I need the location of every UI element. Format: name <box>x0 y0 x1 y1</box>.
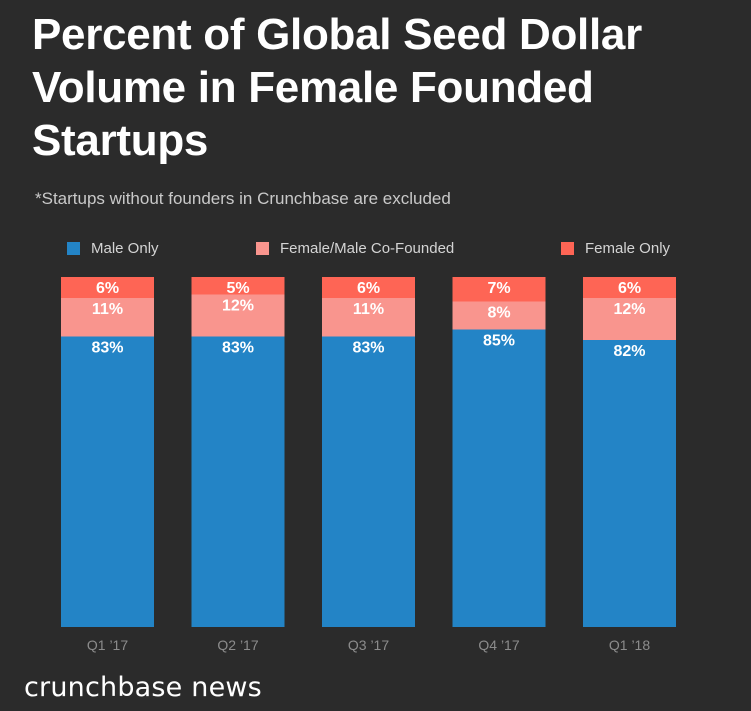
data-label-female-only-q1-18: 6% <box>618 280 641 297</box>
bar-segment-male-only-q2-17 <box>191 336 285 627</box>
data-label-female-male-co-founded-q1-17: 11% <box>92 301 123 318</box>
bar-group-q4-17: 85% 8% 7% <box>452 277 546 627</box>
bar-segment-female-only-q1-18 <box>583 277 676 298</box>
data-label-female-male-co-founded-q3-17: 11% <box>353 301 384 318</box>
data-label-female-only-q2-17: 5% <box>226 280 249 297</box>
bar-segment-male-only-q3-17 <box>322 336 415 627</box>
bar-segment-female-only-q2-17 <box>191 277 285 295</box>
data-label-male-only-q4-17: 85% <box>483 333 515 350</box>
data-label-male-only-q1-18: 82% <box>613 343 645 360</box>
bar-group-q2-17: 83% 12%5% <box>191 277 285 627</box>
data-label-male-only-q1-17: 83% <box>91 340 123 357</box>
legend-item-co-founded: Female/Male Co-Founded <box>256 238 454 258</box>
bar-segment-female-male-co-founded-q2-17 <box>191 294 285 337</box>
x-tick-label-q4-17: Q4 ’17 <box>478 637 519 653</box>
legend-swatch-male-only <box>67 241 80 255</box>
x-tick-label-q1-17: Q1 ’17 <box>87 637 128 653</box>
legend-item-female-only: Female Only <box>561 238 670 258</box>
bar-segment-male-only-q4-17 <box>452 329 546 627</box>
data-label-female-male-co-founded-q1-18: 12% <box>613 301 645 318</box>
bar-segment-female-male-co-founded-q4-17 <box>452 301 546 330</box>
data-label-female-only-q4-17: 7% <box>487 280 510 297</box>
bar-segment-female-male-co-founded-q1-18 <box>583 298 676 340</box>
legend-label-co-founded: Female/Male Co-Founded <box>280 239 455 257</box>
data-label-male-only-q2-17: 83% <box>222 340 254 357</box>
legend-label-male-only: Male Only <box>91 239 159 257</box>
bar-segment-female-only-q4-17 <box>452 277 546 302</box>
bar-segment-male-only-q1-17 <box>61 336 154 627</box>
legend-item-male-only: Male Only <box>67 238 159 258</box>
crunchbase-news-logo: crunchbase news <box>24 672 262 703</box>
chart-subtitle: *Startups without founders in Crunchbase… <box>35 189 451 208</box>
bar-segment-female-only-q1-17 <box>61 277 154 298</box>
bar-segment-male-only-q1-18 <box>583 340 676 627</box>
legend-swatch-co-founded <box>256 241 269 255</box>
data-label-male-only-q3-17: 83% <box>352 340 384 357</box>
bar-segment-female-male-co-founded-q1-17 <box>61 298 154 337</box>
x-tick-label-q1-18: Q1 ’18 <box>609 637 650 653</box>
x-tick-label-q2-17: Q2 ’17 <box>217 637 258 653</box>
bar-group-q1-17: 83% 11% 6% <box>61 277 154 627</box>
data-label-female-male-co-founded-q2-17: 12% <box>222 298 254 315</box>
legend-swatch-female-only <box>561 241 574 255</box>
data-label-female-only-q3-17: 6% <box>357 280 380 297</box>
data-label-female-male-co-founded-q4-17: 8% <box>487 305 510 322</box>
legend-label-female-only: Female Only <box>585 239 671 257</box>
chart-title: Percent of Global Seed Dollar Volume in … <box>32 10 642 165</box>
bar-group-q1-18: 82% 12% 6% <box>583 277 676 627</box>
bar-segment-female-male-co-founded-q3-17 <box>322 298 415 337</box>
x-tick-label-q3-17: Q3 ’17 <box>348 637 389 653</box>
bar-segment-female-only-q3-17 <box>322 277 415 298</box>
bar-group-q3-17: 83% 11% 6% <box>322 277 415 627</box>
data-label-female-only-q1-17: 6% <box>96 280 119 297</box>
